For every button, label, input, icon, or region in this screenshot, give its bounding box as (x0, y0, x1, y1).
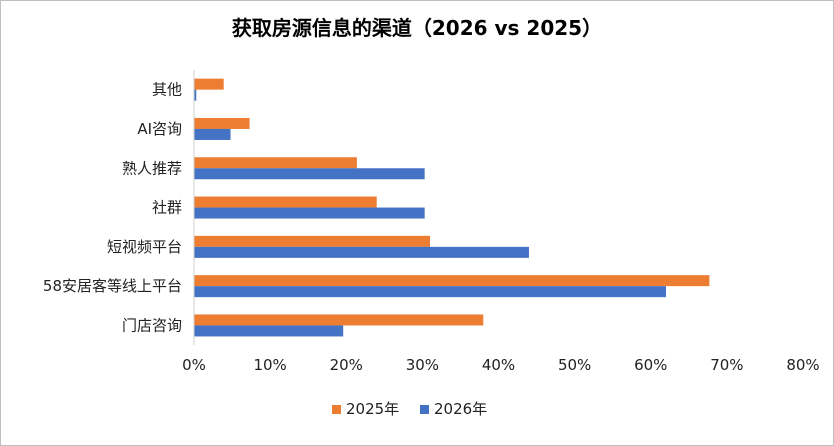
bar-series2 (194, 89, 197, 101)
bar-series2 (194, 286, 666, 298)
legend: 2025年 2026年 (332, 400, 487, 418)
category-label: 社群 (152, 199, 182, 217)
bar-series2 (194, 207, 425, 219)
category-label: 熟人推荐 (122, 159, 182, 177)
legend-swatch (332, 405, 341, 414)
chart-title: 获取房源信息的渠道（2026 vs 2025） (231, 16, 603, 40)
bar-series2 (194, 168, 425, 180)
x-tick-label: 10% (253, 356, 286, 374)
bar-series1 (194, 275, 710, 287)
category-label: 门店咨询 (122, 316, 182, 334)
bar-series1 (194, 196, 377, 208)
category-label: 58安居客等线上平台 (43, 277, 182, 295)
bar-series2 (194, 128, 231, 140)
x-tick-label: 30% (406, 356, 439, 374)
bar-series1 (194, 117, 250, 129)
bar-series2 (194, 325, 344, 337)
legend-label: 2026年 (434, 400, 487, 418)
x-tick-labels: 0% 10% 20% 30% 40% 50% 60% 70% 80% (182, 356, 820, 374)
bar-series2 (194, 246, 529, 258)
legend-label: 2025年 (346, 400, 399, 418)
bar-series1 (194, 314, 484, 326)
bar-series1 (194, 157, 357, 169)
x-tick-label: 80% (786, 356, 819, 374)
x-tick-label: 20% (330, 356, 363, 374)
legend-swatch (420, 405, 429, 414)
category-label: 短视频平台 (107, 238, 182, 256)
x-tick-label: 40% (482, 356, 515, 374)
category-label: 其他 (152, 81, 182, 99)
bar-series1 (194, 235, 430, 247)
x-tick-label: 0% (182, 356, 206, 374)
x-tick-label: 50% (558, 356, 591, 374)
category-label: AI咨询 (137, 120, 182, 138)
bars-group (194, 78, 710, 337)
x-tick-label: 60% (634, 356, 667, 374)
bar-series1 (194, 78, 224, 90)
x-tick-label: 70% (710, 356, 743, 374)
